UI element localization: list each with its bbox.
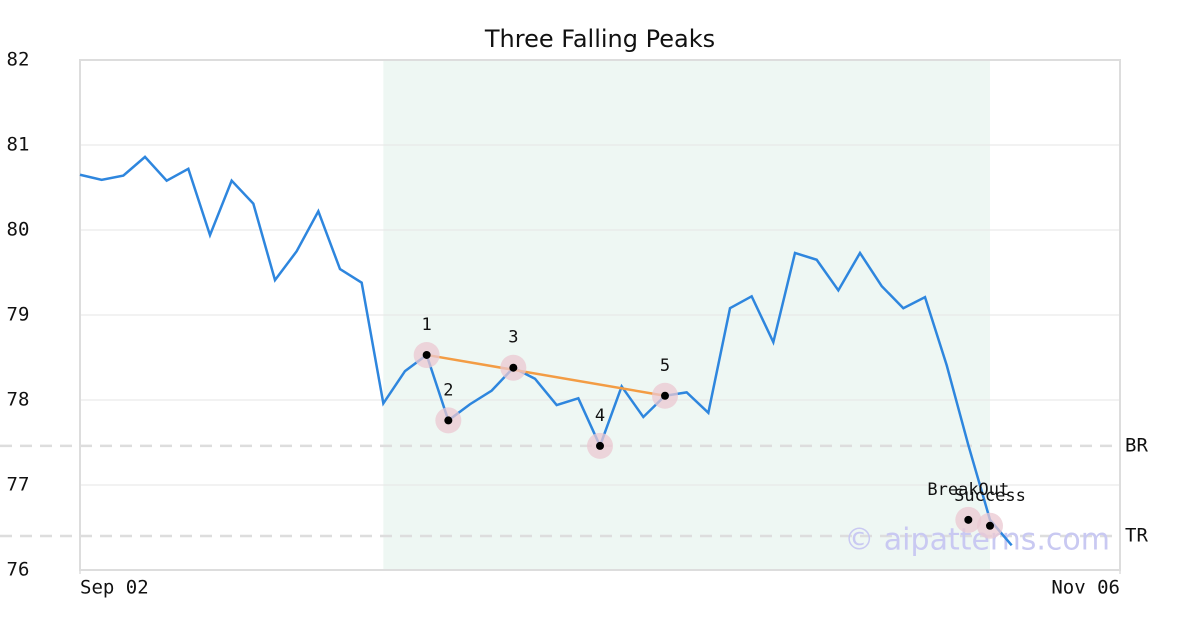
trend-line [426, 353, 666, 397]
y-tick-label: 82 [7, 49, 30, 71]
marker-dot [661, 391, 669, 400]
y-tick-label: 76 [7, 559, 30, 581]
y-tick-label: 80 [7, 219, 30, 241]
y-tick-label: 78 [7, 389, 30, 411]
plot-frame [79, 59, 1121, 571]
y-tick-label: 79 [7, 304, 30, 326]
marker-label: Success [954, 486, 1026, 506]
level-label: TR [1125, 525, 1148, 547]
marker-label: 5 [660, 356, 670, 376]
marker-dot [964, 515, 973, 524]
x-tick-label: Nov 06 [1051, 577, 1120, 599]
y-tick-label: 77 [7, 474, 30, 496]
level-label: BR [1125, 434, 1148, 456]
x-tick-label: Sep 02 [80, 577, 149, 599]
marker-label: BreakOut [927, 480, 1009, 500]
y-tick-label: 81 [7, 134, 30, 156]
marker-dot [986, 521, 994, 530]
marker-dot [596, 441, 604, 450]
marker-dot [444, 416, 453, 425]
price-line [79, 155, 1013, 547]
marker-label: 3 [508, 328, 518, 348]
chart-title: Three Falling Peaks [484, 25, 715, 53]
marker-label: 2 [443, 380, 453, 400]
marker-label: 1 [422, 315, 432, 335]
marker-dot [509, 363, 518, 372]
marker-dot [422, 350, 431, 359]
marker-label: 4 [595, 406, 605, 426]
